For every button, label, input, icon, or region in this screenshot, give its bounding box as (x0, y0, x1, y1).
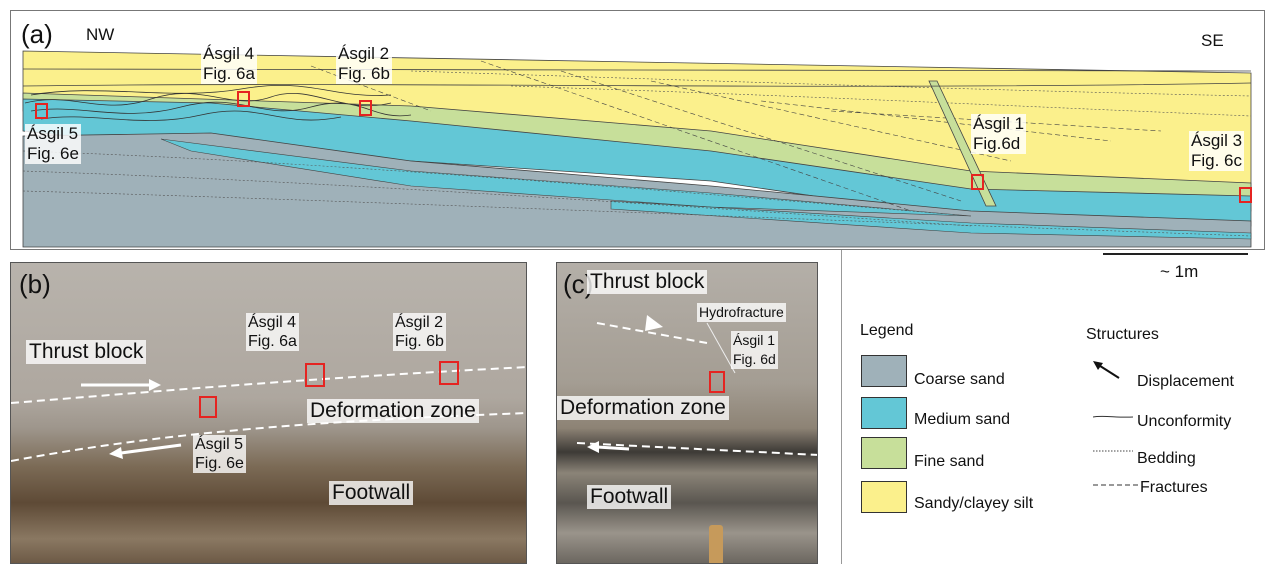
legend-label-coarse-sand: Coarse sand (914, 371, 1005, 388)
nw-label: NW (86, 25, 115, 44)
site-label-asgil5-b: Ásgil 5 Fig. 6e (193, 435, 246, 473)
legend-label-fine-sand: Fine sand (914, 453, 985, 470)
thrust-block-label-b: Thrust block (26, 340, 147, 364)
sample-box-asgil5-a (35, 103, 48, 119)
hammer-handle (709, 525, 723, 563)
cross-section-drawing (22, 50, 1252, 248)
site-label-asgil3-a: Ásgil 3 Fig. 6c (1189, 131, 1245, 171)
panel-b-letter: (b) (19, 269, 51, 299)
sample-box-asgil3-a (1239, 187, 1252, 203)
footwall-label-c: Footwall (587, 485, 672, 509)
footwall-label-b: Footwall (329, 481, 414, 505)
sample-box-asgil5-b (199, 396, 217, 418)
divider-line (841, 250, 842, 564)
medium-sand-lens-2 (610, 200, 1252, 240)
legend-label-sandy-clayey-silt: Sandy/clayey silt (914, 495, 1034, 512)
legend-swatch-medium-sand (861, 397, 907, 429)
deformation-zone-label-c: Deformation zone (557, 396, 729, 420)
fracture-lines (310, 60, 1162, 212)
structure-label-displacement: Displacement (1137, 373, 1234, 390)
fractures-line-icon (1093, 484, 1139, 486)
displacement-arrow-icon (1093, 361, 1120, 379)
sample-box-asgil4-a (237, 91, 250, 107)
legend-title: Legend (860, 322, 914, 339)
deformation-zone-label-b: Deformation zone (307, 399, 479, 423)
legend-swatch-coarse-sand (861, 355, 907, 387)
thrust-block-label-c: Thrust block (587, 270, 708, 294)
scale-bar (1103, 253, 1248, 255)
structures-title: Structures (1086, 326, 1159, 343)
hydrofracture-label: Hydrofracture (697, 303, 786, 322)
panel-a: (a) NW SE Ásgil 4 Fig. 6a Ásgil 2 Fig. 6b … (10, 10, 1265, 250)
sample-box-asgil2-b (439, 361, 459, 385)
panel-c-photo: (c) Thrust block Hydrofracture Ásgil 1 Fi… (556, 262, 818, 564)
sample-box-asgil4-b (305, 363, 325, 387)
legend-label-medium-sand: Medium sand (914, 411, 1011, 428)
structure-label-unconformity: Unconformity (1137, 413, 1232, 430)
medium-sand-lens (160, 138, 972, 217)
structure-label-bedding: Bedding (1137, 450, 1196, 467)
structure-label-fractures: Fractures (1140, 479, 1208, 496)
site-label-asgil2-b: Ásgil 2 Fig. 6b (393, 313, 446, 351)
sample-box-asgil1-a (971, 174, 984, 190)
sample-box-asgil2-a (359, 100, 372, 116)
scale-bar-label: ~ 1m (1160, 262, 1199, 281)
unconformity-line-icon (1093, 415, 1133, 418)
bedding-line-icon (1093, 450, 1133, 452)
panel-c-fault-lines (576, 315, 817, 456)
site-label-asgil5-a: Ásgil 5 Fig. 6e (25, 124, 81, 164)
panel-a-letter: (a) (21, 19, 53, 49)
site-label-asgil1-a: Ásgil 1 Fig.6d (971, 114, 1027, 154)
site-label-asgil2-a: Ásgil 2 Fig. 6b (336, 44, 392, 84)
site-label-asgil4-b: Ásgil 4 Fig. 6a (246, 313, 299, 351)
panel-b-photo: (b) Thrust block Deformation zone Footwa… (10, 262, 527, 564)
sample-box-asgil1-c (709, 371, 725, 393)
site-label-asgil1-c: Ásgil 1 Fig. 6d (731, 331, 778, 369)
se-label: SE (1201, 31, 1224, 50)
site-label-asgil4-a: Ásgil 4 Fig. 6a (201, 44, 257, 84)
legend-swatch-fine-sand (861, 437, 907, 469)
legend-swatch-sandy-clayey-silt (861, 481, 907, 513)
